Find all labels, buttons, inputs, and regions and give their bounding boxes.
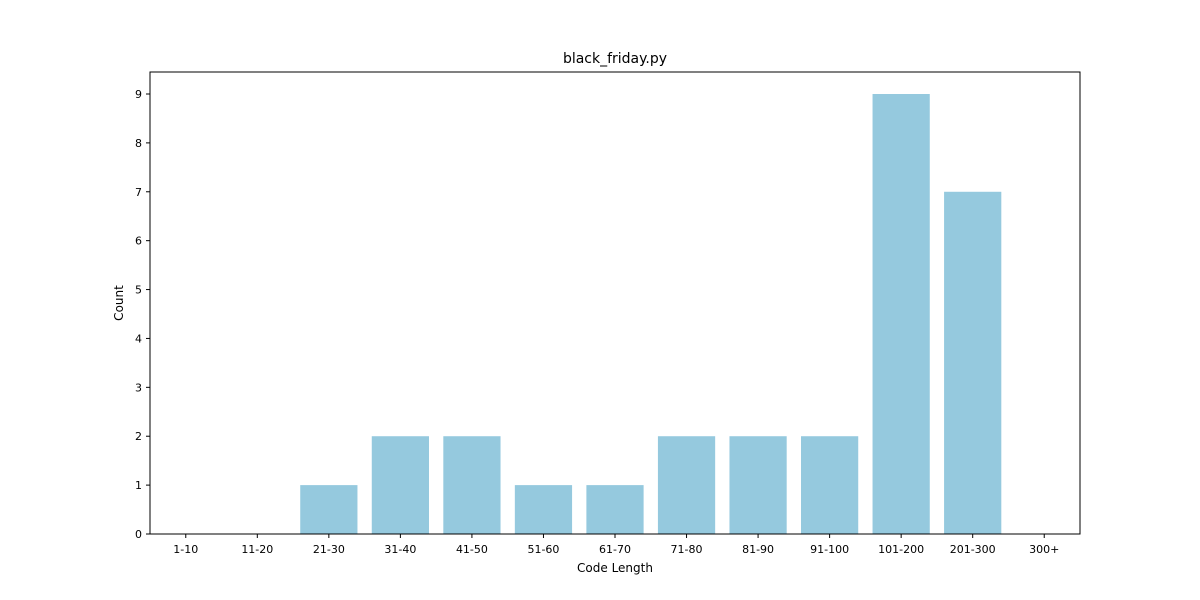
y-axis-label: Count <box>112 285 126 321</box>
bar-51-60 <box>514 485 573 534</box>
y-tick-label: 3 <box>135 381 142 394</box>
x-tick-label: 300+ <box>1029 543 1059 556</box>
x-tick-label: 51-60 <box>527 543 559 556</box>
x-tick-label: 71-80 <box>671 543 703 556</box>
y-ticks-group: 0 1 2 3 4 5 6 7 8 9 <box>135 88 150 541</box>
bar-201-300 <box>944 191 1002 534</box>
x-tick-label: 91-100 <box>810 543 849 556</box>
x-tick-label: 11-20 <box>241 543 273 556</box>
x-axis-label: Code Length <box>577 561 653 575</box>
x-tick-label: 41-50 <box>456 543 488 556</box>
y-tick-label: 5 <box>135 284 142 297</box>
x-tick-label: 31-40 <box>384 543 416 556</box>
bar-81-90 <box>729 436 787 534</box>
bar-91-100 <box>801 436 859 534</box>
y-tick-label: 2 <box>135 430 142 443</box>
y-tick-label: 0 <box>135 528 142 541</box>
plot-frame <box>149 71 1081 535</box>
y-tick-label: 9 <box>135 88 142 101</box>
bar-21-30 <box>300 485 358 534</box>
y-tick-label: 7 <box>135 186 142 199</box>
bar-101-200 <box>872 94 930 534</box>
x-tick-label: 101-200 <box>878 543 924 556</box>
x-tick-label: 21-30 <box>313 543 345 556</box>
bar-41-50 <box>443 436 501 534</box>
chart-title: black_friday.py <box>563 51 667 67</box>
x-ticks-group: 1-10 11-20 21-30 31-40 41-50 51-60 61-70 71-80 8… <box>173 534 1059 556</box>
bar-31-40 <box>371 436 429 534</box>
y-tick-label: 6 <box>135 235 142 248</box>
x-tick-label: 81-90 <box>742 543 774 556</box>
y-tick-label: 1 <box>135 479 142 492</box>
x-tick-label: 201-300 <box>950 543 996 556</box>
bars-group <box>300 94 1002 534</box>
x-tick-label: 1-10 <box>173 543 198 556</box>
bar-61-70 <box>586 485 644 534</box>
bar-71-80 <box>657 436 716 534</box>
x-tick-label: 61-70 <box>599 543 631 556</box>
y-tick-label: 8 <box>135 137 142 150</box>
y-tick-label: 4 <box>135 332 142 345</box>
